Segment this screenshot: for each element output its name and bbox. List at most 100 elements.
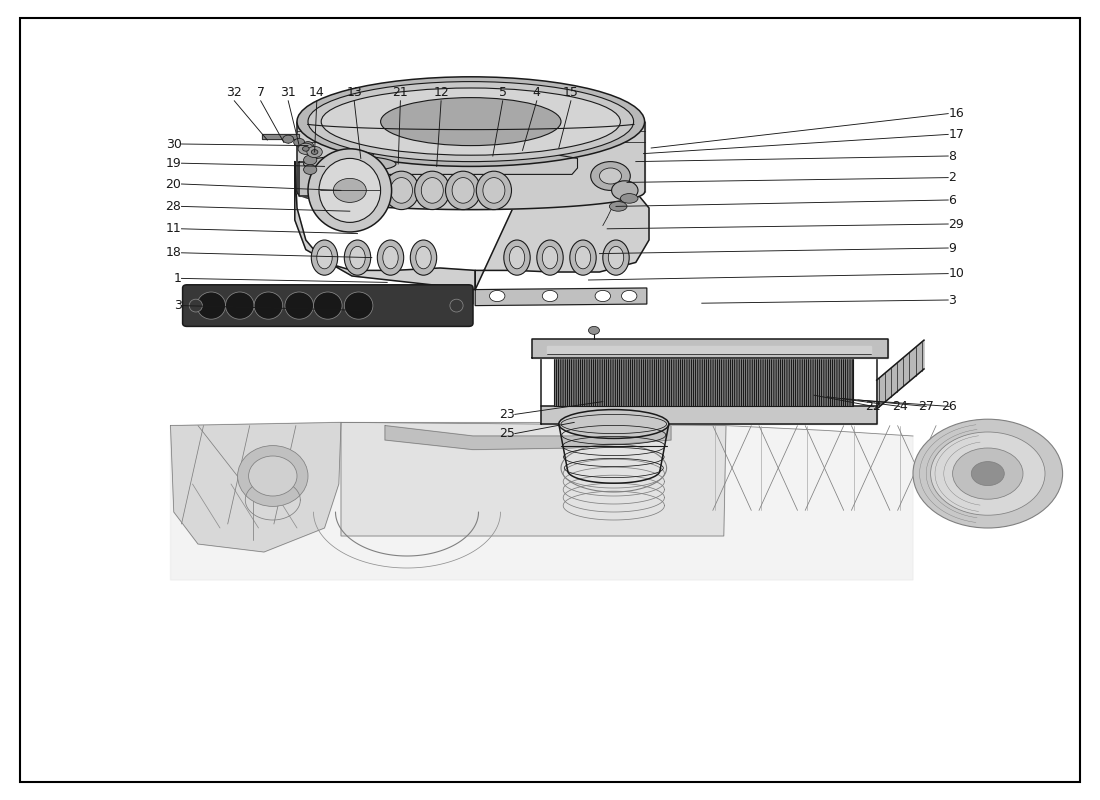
Polygon shape [295, 162, 475, 290]
Ellipse shape [509, 246, 525, 269]
Ellipse shape [297, 77, 645, 166]
Ellipse shape [490, 290, 505, 302]
Ellipse shape [197, 292, 226, 319]
Text: 12: 12 [433, 86, 449, 99]
Text: 22: 22 [866, 400, 881, 413]
Ellipse shape [294, 138, 305, 146]
Text: 18: 18 [166, 246, 182, 259]
Ellipse shape [307, 146, 322, 158]
Text: 8: 8 [948, 150, 956, 162]
Polygon shape [541, 406, 877, 424]
Ellipse shape [421, 290, 437, 302]
Text: 10: 10 [948, 267, 964, 280]
Ellipse shape [350, 246, 365, 269]
Ellipse shape [226, 292, 254, 319]
Ellipse shape [304, 165, 317, 174]
Ellipse shape [971, 462, 1004, 486]
Ellipse shape [559, 410, 669, 438]
Ellipse shape [314, 292, 342, 319]
Ellipse shape [410, 240, 437, 275]
Ellipse shape [575, 246, 591, 269]
Ellipse shape [537, 240, 563, 275]
Text: 29: 29 [948, 218, 964, 230]
Text: 25: 25 [499, 427, 515, 440]
Polygon shape [385, 426, 671, 450]
Ellipse shape [591, 162, 630, 190]
Ellipse shape [588, 326, 600, 334]
Text: 28: 28 [166, 200, 182, 213]
Ellipse shape [913, 419, 1063, 528]
Text: 2: 2 [948, 171, 956, 184]
Text: 24: 24 [892, 400, 907, 413]
Ellipse shape [308, 82, 634, 162]
Ellipse shape [321, 88, 620, 155]
Ellipse shape [504, 240, 530, 275]
Ellipse shape [609, 202, 627, 211]
Polygon shape [297, 122, 645, 192]
Ellipse shape [298, 143, 314, 154]
Ellipse shape [621, 290, 637, 302]
Ellipse shape [302, 146, 309, 151]
Text: 23: 23 [499, 408, 515, 421]
Polygon shape [877, 340, 924, 409]
Text: 20: 20 [166, 178, 182, 190]
Ellipse shape [600, 168, 621, 184]
Text: 15: 15 [563, 86, 579, 99]
Ellipse shape [476, 171, 512, 210]
Text: 3: 3 [948, 294, 956, 306]
Text: 3: 3 [174, 299, 182, 312]
Polygon shape [297, 192, 645, 210]
Text: 7: 7 [256, 86, 265, 99]
Ellipse shape [238, 446, 308, 506]
Ellipse shape [384, 171, 419, 210]
Ellipse shape [311, 240, 338, 275]
Ellipse shape [452, 178, 474, 203]
Text: 13: 13 [346, 86, 362, 99]
Ellipse shape [446, 171, 481, 210]
Ellipse shape [302, 142, 313, 150]
Ellipse shape [381, 98, 561, 146]
Ellipse shape [254, 292, 283, 319]
Text: 26: 26 [942, 400, 957, 413]
Text: 6: 6 [948, 194, 956, 206]
Ellipse shape [311, 150, 318, 154]
Ellipse shape [366, 290, 382, 302]
Ellipse shape [612, 181, 638, 200]
Ellipse shape [377, 240, 404, 275]
Ellipse shape [383, 246, 398, 269]
Polygon shape [341, 422, 726, 536]
Ellipse shape [283, 135, 294, 143]
Text: 16: 16 [948, 107, 964, 120]
Ellipse shape [570, 240, 596, 275]
Ellipse shape [450, 299, 463, 312]
Polygon shape [170, 422, 341, 552]
Ellipse shape [390, 178, 412, 203]
Polygon shape [302, 288, 473, 304]
Text: 1: 1 [174, 272, 182, 285]
Polygon shape [170, 422, 913, 580]
Polygon shape [368, 154, 578, 174]
Ellipse shape [931, 432, 1045, 515]
Ellipse shape [344, 292, 373, 319]
Text: 31: 31 [280, 86, 296, 99]
Text: 32: 32 [227, 86, 242, 99]
Text: 5: 5 [498, 86, 507, 99]
Ellipse shape [953, 448, 1023, 499]
Ellipse shape [415, 171, 450, 210]
Ellipse shape [603, 240, 629, 275]
Polygon shape [475, 192, 649, 290]
Text: 17: 17 [948, 128, 964, 141]
Bar [554, 358, 852, 406]
Ellipse shape [333, 178, 366, 202]
Ellipse shape [416, 246, 431, 269]
Ellipse shape [317, 246, 332, 269]
Ellipse shape [454, 290, 470, 302]
Ellipse shape [249, 456, 297, 496]
Text: 11: 11 [166, 222, 182, 235]
Text: 30: 30 [166, 138, 182, 150]
Polygon shape [532, 339, 888, 358]
Ellipse shape [311, 290, 327, 302]
Polygon shape [299, 162, 330, 196]
Ellipse shape [542, 290, 558, 302]
Text: 27: 27 [918, 400, 934, 413]
